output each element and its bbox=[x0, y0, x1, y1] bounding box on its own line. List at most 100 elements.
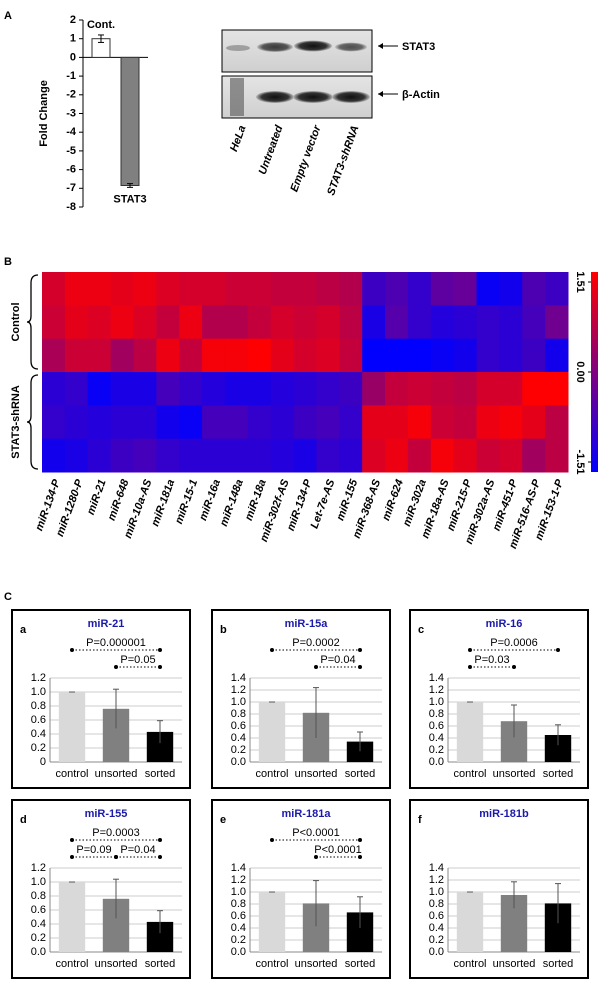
heatmap-cell bbox=[293, 272, 317, 306]
x-tick-label: unsorted bbox=[493, 768, 536, 780]
arrow-head bbox=[378, 43, 383, 49]
heatmap-cell bbox=[156, 272, 180, 306]
y-tick-label: 0 bbox=[40, 756, 46, 768]
p-value: P=0.0003 bbox=[92, 827, 139, 839]
heatmap-cell bbox=[385, 305, 409, 340]
heatmap-cell bbox=[42, 405, 66, 440]
y-tick-label: 0.6 bbox=[231, 720, 246, 732]
comparison-end bbox=[158, 665, 162, 669]
x-tick-label: sorted bbox=[543, 768, 574, 780]
heatmap-cell bbox=[133, 372, 157, 406]
y-tick-label: -4 bbox=[66, 126, 77, 138]
heatmap-cell bbox=[87, 338, 112, 373]
panel-letter: e bbox=[220, 814, 226, 826]
heatmap-cell bbox=[202, 438, 226, 473]
panel-frame bbox=[211, 799, 391, 979]
y-tick-label: 1.4 bbox=[231, 862, 246, 874]
y-tick-label: 1.0 bbox=[429, 696, 444, 708]
heatmap-cell bbox=[407, 272, 432, 306]
heatmap-cell bbox=[362, 338, 386, 373]
y-tick-label: 1.2 bbox=[31, 862, 46, 874]
heatmap-cell bbox=[430, 372, 455, 406]
heatmap-cell bbox=[499, 338, 523, 373]
panel-letter: d bbox=[20, 814, 27, 826]
heatmap-cell bbox=[87, 305, 112, 340]
y-tick-label: 0.6 bbox=[31, 904, 46, 916]
group-label: STAT3-shRNA bbox=[10, 385, 22, 459]
heatmap-cell bbox=[179, 272, 203, 306]
x-tick-label: unsorted bbox=[295, 958, 338, 970]
heatmap-cell bbox=[202, 372, 226, 406]
column-label: miR-648 bbox=[106, 477, 132, 522]
column-label: miR-18a bbox=[243, 478, 269, 522]
heatmap-cell bbox=[407, 338, 432, 373]
heatmap-cell bbox=[293, 338, 317, 373]
heatmap-cell bbox=[362, 438, 386, 473]
heatmap-cell bbox=[499, 305, 523, 340]
panel-frame bbox=[211, 609, 391, 789]
y-tick-label: 0.4 bbox=[429, 922, 444, 934]
y-tick-label: 0.4 bbox=[231, 922, 246, 934]
comparison-end bbox=[358, 665, 362, 669]
blot-band bbox=[257, 42, 293, 52]
blot-target: STAT3 bbox=[402, 41, 435, 53]
heatmap-cell bbox=[64, 338, 89, 373]
y-tick-label: -5 bbox=[66, 145, 76, 157]
heatmap-cell bbox=[316, 338, 340, 373]
x-tick-label: unsorted bbox=[295, 768, 338, 780]
y-tick-label: 0.8 bbox=[31, 700, 46, 712]
y-tick-label: 0.2 bbox=[231, 934, 246, 946]
panel-frame bbox=[11, 609, 191, 789]
x-tick-label: unsorted bbox=[95, 768, 138, 780]
colorbar-label: -1.51 bbox=[574, 449, 586, 474]
comparison-end bbox=[468, 648, 472, 652]
lane-label: Untreated bbox=[257, 124, 286, 177]
heatmap-cell bbox=[247, 438, 272, 473]
bar-chart-panel: d miR-155 0.0 0.2 0.4 0.6 0.8 1.0 1.2 control unso… bbox=[11, 799, 191, 979]
heatmap-cell bbox=[64, 272, 89, 306]
heatmap-cell bbox=[453, 338, 478, 373]
heatmap-cell bbox=[224, 338, 249, 373]
blot-target: β-Actin bbox=[402, 89, 440, 101]
x-tick-label: control bbox=[453, 958, 486, 970]
heatmap-cell bbox=[430, 272, 455, 306]
y-tick-label: -2 bbox=[66, 89, 76, 101]
panel-frame bbox=[11, 799, 191, 979]
y-tick-label: 1 bbox=[70, 33, 76, 45]
heatmap-cell bbox=[476, 305, 500, 340]
bar bbox=[258, 892, 286, 952]
comparison-end bbox=[270, 648, 274, 652]
y-tick-label: 0.0 bbox=[429, 756, 444, 768]
heatmap-cell bbox=[293, 305, 317, 340]
chart-title: miR-181b bbox=[479, 808, 529, 820]
heatmap-cell bbox=[110, 438, 134, 473]
y-tick-label: 1.4 bbox=[429, 862, 444, 874]
heatmap-cell bbox=[224, 272, 249, 306]
x-tick-label: sorted bbox=[145, 958, 176, 970]
y-tick-label: 0.0 bbox=[231, 756, 246, 768]
comparison-end bbox=[114, 665, 118, 669]
y-tick-label: 0.8 bbox=[31, 890, 46, 902]
bar bbox=[58, 882, 86, 952]
heatmap-cell bbox=[42, 372, 66, 406]
bar-chart-panel: e miR-181a 0.00.20.40.60.81.01.21.4 control… bbox=[211, 799, 391, 979]
lane-label: STAT3-shRNA bbox=[325, 124, 361, 197]
y-tick-label: 0.6 bbox=[429, 720, 444, 732]
comparison-end bbox=[314, 665, 318, 669]
heatmap-cell bbox=[476, 372, 500, 406]
heatmap-cell bbox=[385, 438, 409, 473]
heatmap-cell bbox=[339, 272, 363, 306]
panel-label: C bbox=[4, 591, 12, 603]
heatmap-cell bbox=[316, 372, 340, 406]
heatmap-cell bbox=[224, 372, 249, 406]
comparison-end bbox=[70, 855, 74, 859]
heatmap-cell bbox=[362, 372, 386, 406]
heatmap-cell bbox=[87, 372, 112, 406]
heatmap-cell bbox=[224, 438, 249, 473]
comparison-end bbox=[158, 855, 162, 859]
heatmap-cell bbox=[110, 305, 134, 340]
heatmap-cell bbox=[407, 438, 432, 473]
heatmap-cell bbox=[545, 405, 569, 440]
heatmap-cell bbox=[133, 438, 157, 473]
comparison-end bbox=[158, 648, 162, 652]
